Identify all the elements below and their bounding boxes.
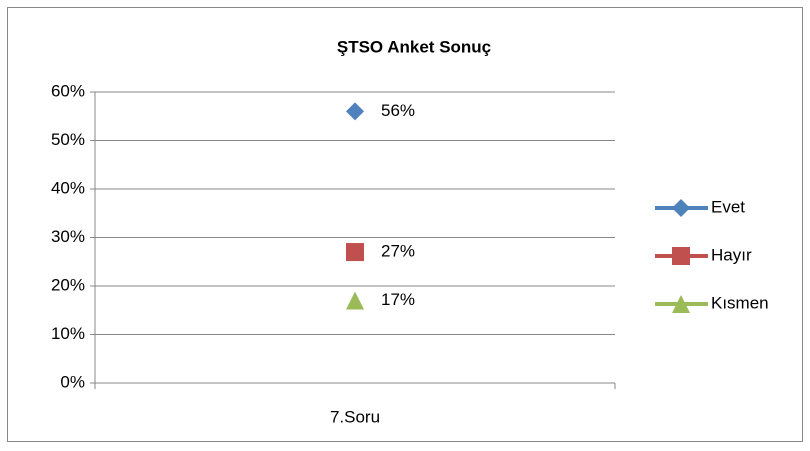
y-tick-label: 50%	[51, 130, 85, 149]
y-tick-label: 40%	[51, 178, 85, 197]
data-label: 17%	[381, 290, 415, 309]
y-tick-label: 10%	[51, 324, 85, 343]
data-label: 27%	[381, 242, 415, 261]
x-tick-label: 7.Soru	[330, 407, 380, 426]
y-tick-label: 30%	[51, 227, 85, 246]
data-point	[346, 102, 364, 121]
data-point	[346, 243, 364, 262]
y-tick-label: 0%	[60, 372, 85, 391]
legend-marker	[672, 199, 690, 217]
data-label: 56%	[381, 101, 415, 120]
legend-label: Hayır	[711, 245, 752, 264]
legend-label: Kısmen	[711, 293, 769, 312]
legend-label: Evet	[711, 197, 745, 216]
data-point	[346, 291, 364, 310]
legend-marker	[672, 247, 690, 265]
y-tick-label: 20%	[51, 275, 85, 294]
y-tick-label: 60%	[51, 81, 85, 100]
chart-title: ŞTSO Anket Sonuç	[337, 37, 491, 56]
legend-marker	[672, 295, 690, 313]
chart-border	[7, 7, 803, 442]
